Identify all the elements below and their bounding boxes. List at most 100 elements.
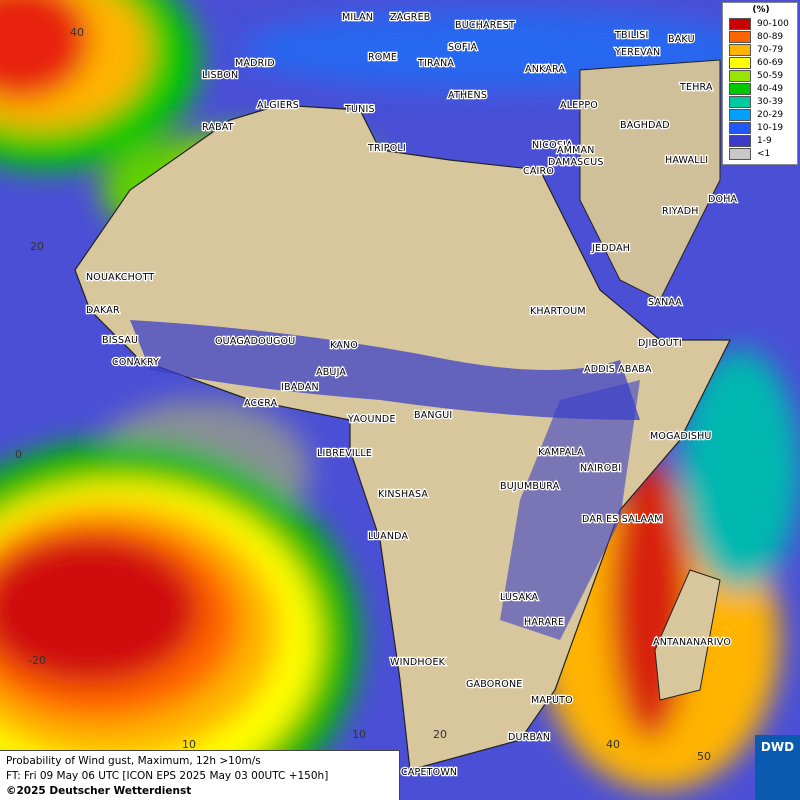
city-label: IBADAN: [281, 382, 319, 393]
city-label: HARARE: [524, 617, 564, 628]
city-label: HAWALLI: [665, 155, 708, 166]
city-label: DJIBOUTI: [638, 338, 682, 349]
city-label: ROME: [368, 52, 397, 63]
city-label: ALEPPO: [560, 100, 598, 111]
caption: Probability of Wind gust, Maximum, 12h >…: [0, 750, 400, 800]
city-label: BAGHDAD: [620, 120, 670, 131]
city-label: CONAKRY: [112, 357, 159, 368]
city-label: DAMASCUS: [548, 157, 604, 168]
city-label: ANTANANARIVO: [653, 637, 731, 648]
city-label: ATHENS: [448, 90, 487, 101]
city-label: CAIRO: [523, 166, 554, 177]
city-label: OUAGADOUGOU: [215, 336, 295, 347]
city-label: GABORONE: [466, 679, 522, 690]
caption-line: ©2025 Deutscher Wetterdienst: [6, 785, 192, 797]
city-label: MAPUTO: [531, 695, 573, 706]
legend-label: 1-9: [757, 135, 772, 146]
labels: MILAN ZAGREB BUCHAREST TBILISI BAKU MADRID ROM…: [15, 11, 739, 780]
legend-swatch: [729, 121, 751, 134]
legend-label: 70-79: [757, 44, 784, 55]
legend-entry: 30-39: [729, 95, 793, 108]
city-label: DAKAR: [86, 305, 120, 316]
city-label: DAR ES SALAAM: [582, 514, 663, 525]
city-label: BUJUMBURA: [500, 481, 560, 492]
city-label: MILAN: [342, 12, 373, 23]
city-label: TBILISI: [614, 30, 648, 41]
city-label: NAIROBI: [580, 463, 621, 474]
city-label: ADDIS ABABA: [584, 364, 652, 375]
grid-label: 10: [182, 738, 196, 751]
legend-label: 10-19: [757, 122, 784, 133]
legend-swatch: [729, 82, 751, 95]
legend-swatch: [729, 108, 751, 121]
legend-label: 20-29: [757, 109, 784, 120]
legend-entry: <1: [729, 147, 793, 160]
city-label: DOHA: [708, 194, 738, 205]
legend-entry: 1-9: [729, 134, 793, 147]
legend-label: 50-59: [757, 70, 784, 81]
legend-label: 90-100: [757, 18, 789, 29]
grid-label: 40: [70, 26, 84, 39]
city-label: LUANDA: [368, 531, 409, 542]
city-label: TEHRA: [679, 82, 713, 93]
legend-entry: 70-79: [729, 43, 793, 56]
city-label: SANAA: [648, 297, 682, 308]
city-label: CAPETOWN: [401, 767, 457, 778]
legend-label: 60-69: [757, 57, 784, 68]
city-label: MOGADISHU: [650, 431, 712, 442]
city-label: YEREVAN: [614, 47, 660, 58]
city-label: SOFIA: [448, 42, 478, 53]
city-label: ZAGREB: [390, 12, 431, 23]
city-label: KHARTOUM: [530, 306, 586, 317]
city-label: TRIPOLI: [367, 143, 406, 154]
city-label: BUCHAREST: [455, 20, 515, 31]
city-label: RIYADH: [662, 206, 699, 217]
legend-label: 80-89: [757, 31, 784, 42]
city-label: RABAT: [202, 122, 234, 133]
legend-label: 30-39: [757, 96, 784, 107]
grid-label: 20: [30, 240, 44, 253]
madagascar: [654, 569, 721, 701]
caption-line: FT: Fri 09 May 06 UTC [ICON EPS 2025 May…: [6, 770, 329, 782]
city-label: LIBREVILLE: [317, 448, 372, 459]
city-label: ABUJA: [316, 367, 346, 378]
grid-label: 20: [433, 728, 447, 741]
city-label: KAMPALA: [538, 447, 584, 458]
city-label: LUSAKA: [500, 592, 539, 603]
legend-swatch: [729, 95, 751, 108]
rain-band: [130, 320, 640, 420]
arabia: [579, 59, 721, 301]
legend-swatch: [729, 56, 751, 69]
legend-swatch: [729, 30, 751, 43]
legend-entry: 60-69: [729, 56, 793, 69]
legend-entry: 50-59: [729, 69, 793, 82]
grid-label: 10: [352, 728, 366, 741]
city-label: ACCRA: [244, 398, 278, 409]
city-label: BANGUI: [414, 410, 452, 421]
city-label: LISBON: [202, 70, 238, 81]
city-label: ANKARA: [525, 64, 565, 75]
legend-swatch: [729, 43, 751, 56]
city-label: JEDDAH: [591, 243, 630, 254]
legend-title: (%): [752, 5, 770, 15]
legend-swatch: [729, 147, 751, 160]
legend-entry: 90-100: [729, 17, 793, 30]
legend-label: <1: [757, 148, 771, 159]
legend-rows: 90-100 80-89 70-79 60-69 50-59 40-49 30-39 20-2…: [729, 17, 793, 160]
city-label: TUNIS: [344, 104, 375, 115]
legend-entry: 80-89: [729, 30, 793, 43]
caption-line: Probability of Wind gust, Maximum, 12h >…: [6, 755, 261, 767]
city-label: MADRID: [235, 58, 275, 69]
city-label: DURBAN: [508, 732, 550, 743]
city-label: BISSAU: [102, 335, 138, 346]
legend-swatch: [729, 17, 751, 30]
grid-label: 40: [606, 738, 620, 751]
city-label: KINSHASA: [378, 489, 428, 500]
legend: (%) 90-100 80-89 70-79 60-69 50-59 40-49 30-39…: [722, 2, 798, 165]
legend-entry: 40-49: [729, 82, 793, 95]
legend-swatch: [729, 69, 751, 82]
grid-label: 50: [697, 750, 711, 763]
legend-swatch: [729, 134, 751, 147]
legend-entry: 20-29: [729, 108, 793, 121]
